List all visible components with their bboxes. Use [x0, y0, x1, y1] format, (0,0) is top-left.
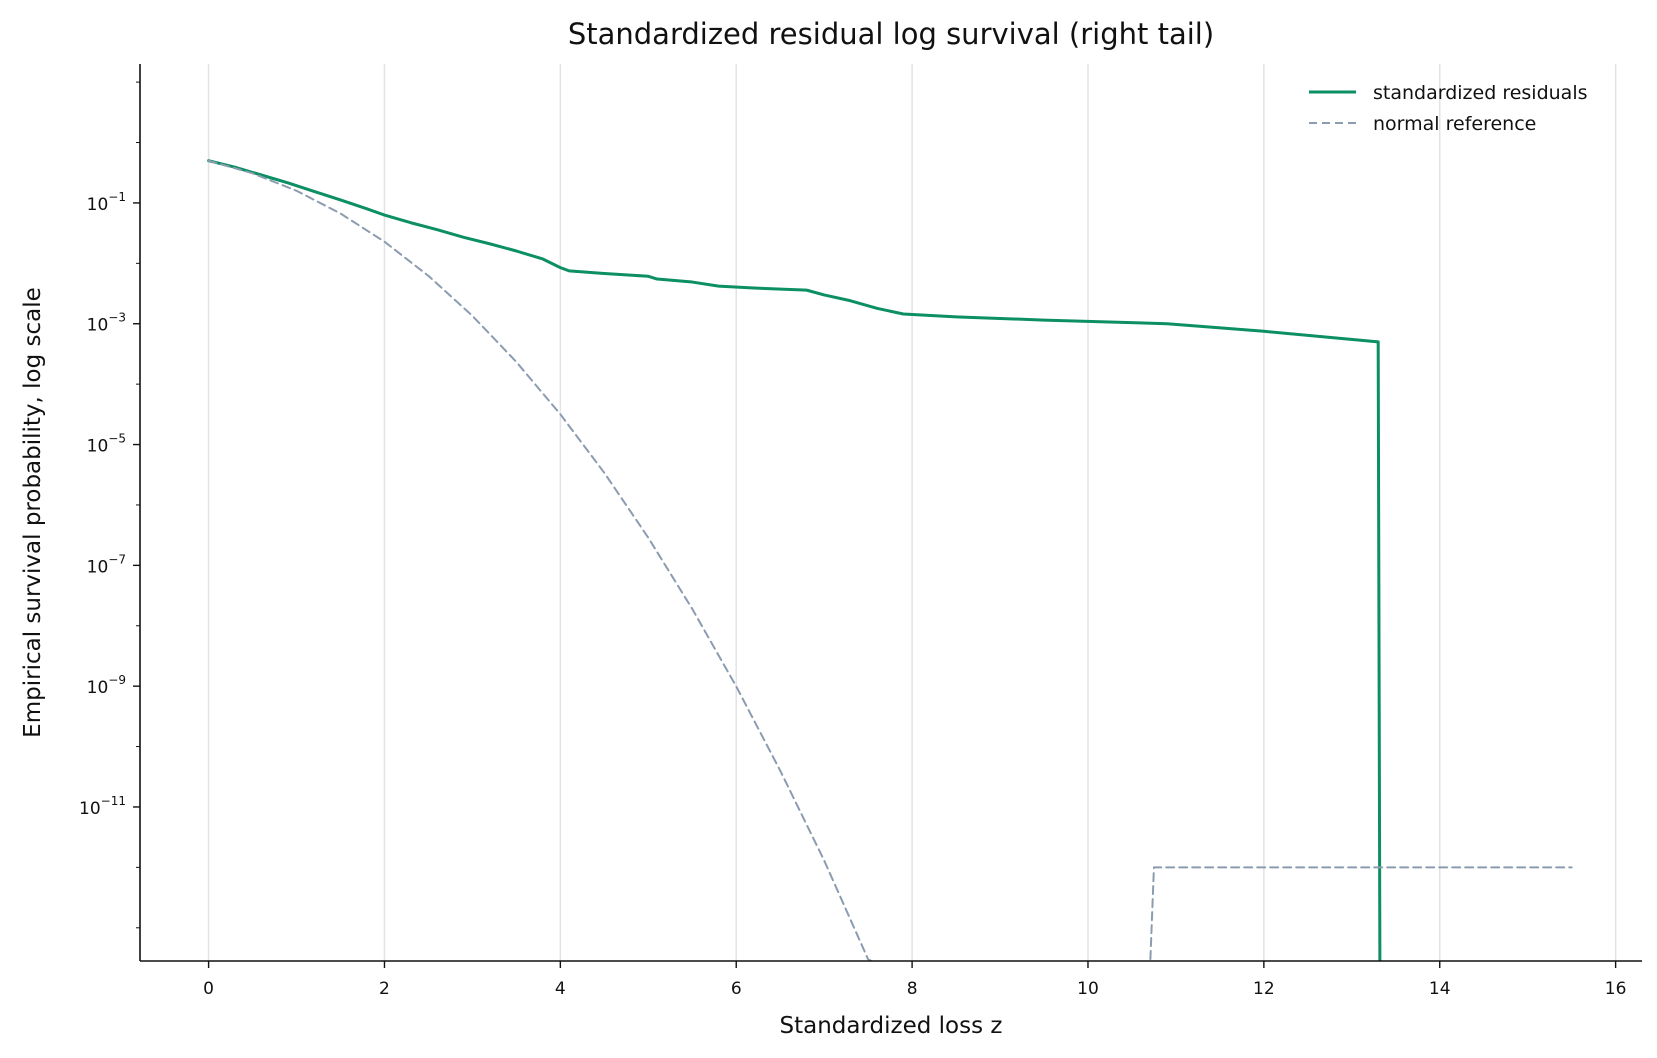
- x-tick-label: 6: [731, 979, 742, 999]
- y-axis-title: Empirical survival probability, log scal…: [20, 287, 46, 738]
- x-tick-label: 8: [907, 979, 918, 999]
- y-tick-label: 10−1: [87, 190, 126, 215]
- x-tick-label: 4: [555, 979, 566, 999]
- y-tick-label: 10−9: [87, 673, 126, 698]
- series-line-normal-reference: [207, 159, 1573, 961]
- x-tick-label: 0: [203, 979, 214, 999]
- legend-label: standardized residuals: [1373, 82, 1588, 104]
- x-tick-label: 2: [379, 979, 390, 999]
- grid-lines: [207, 64, 1617, 961]
- y-tick-label: 10−11: [79, 794, 126, 819]
- y-tick-label: 10−3: [87, 311, 126, 336]
- x-tick-label: 12: [1253, 979, 1275, 999]
- chart-title: Standardized residual log survival (righ…: [568, 17, 1214, 51]
- y-tick-label: 10−7: [87, 552, 126, 577]
- series-line-standardized-residuals: [207, 159, 1382, 961]
- legend-label: normal reference: [1373, 113, 1536, 135]
- y-tick-label: 10−5: [87, 432, 126, 457]
- legend: standardized residuals normal reference: [1309, 82, 1588, 135]
- x-tick-label: 16: [1605, 979, 1627, 999]
- x-tick-label: 10: [1077, 979, 1099, 999]
- y-axis-ticks: 10−1 10−3 10−5 10−7 10−9 10−11: [79, 81, 140, 929]
- x-tick-label: 14: [1429, 979, 1451, 999]
- axes: [139, 64, 1642, 962]
- series-lines: [207, 159, 1573, 961]
- x-axis-title: Standardized loss z: [780, 1013, 1003, 1039]
- x-axis-ticks: 0 2 4 6 8 10 12 14 16: [203, 961, 1626, 999]
